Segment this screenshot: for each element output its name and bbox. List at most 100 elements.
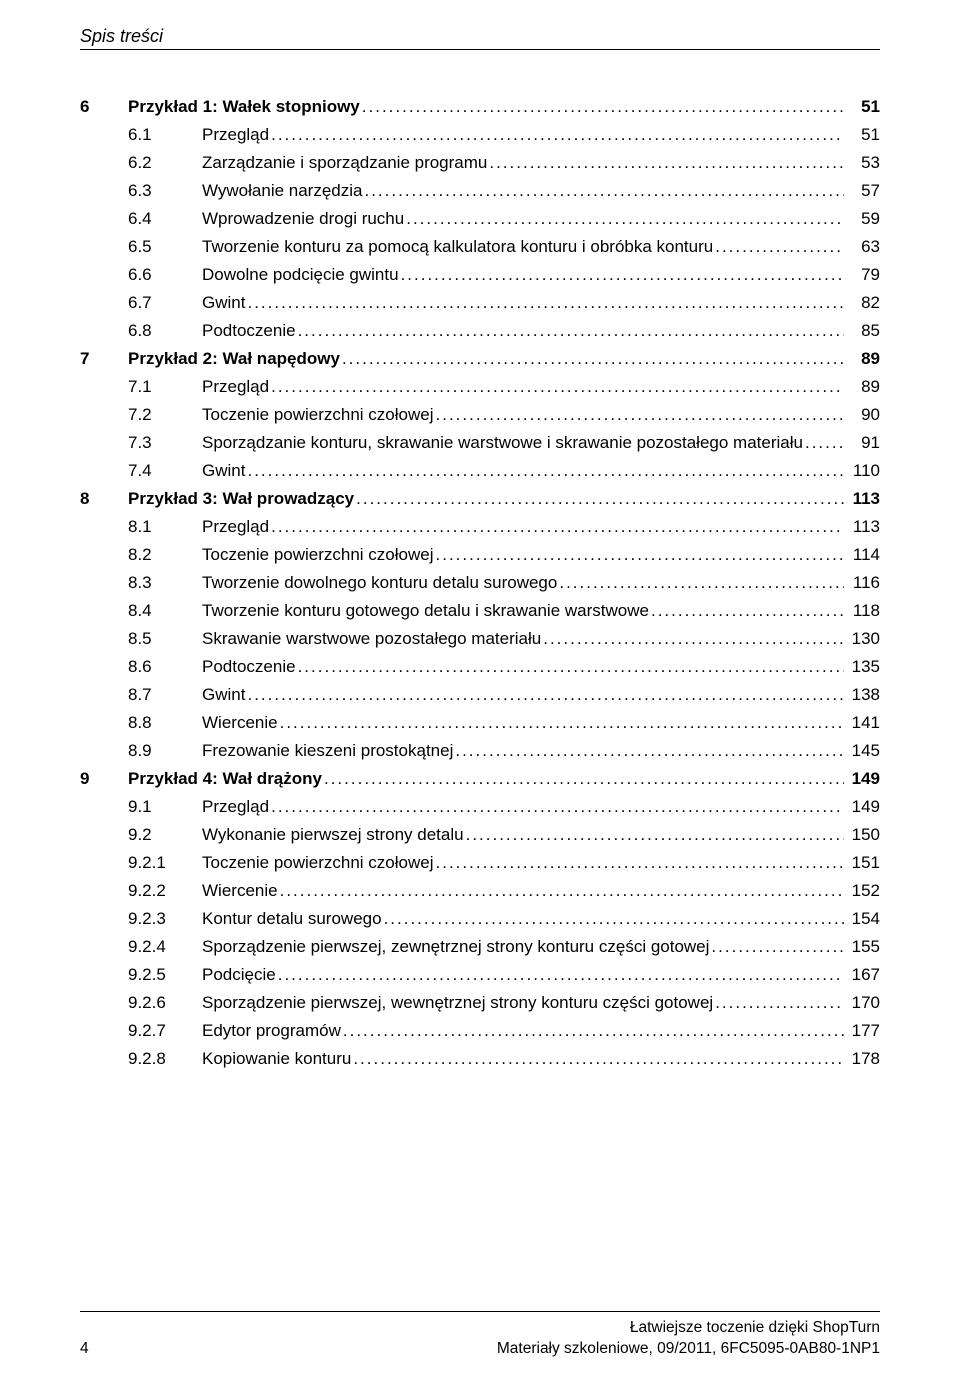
toc-entry: 9.1Przegląd 149 [80, 798, 880, 815]
toc-entry-title: Wiercenie [202, 882, 280, 899]
toc-entry-number: 6.8 [128, 322, 202, 339]
toc-entry-page: 155 [844, 938, 880, 955]
toc-entry-page: 89 [844, 378, 880, 395]
toc-entry: 6.5Tworzenie konturu za pomocą kalkulato… [80, 238, 880, 255]
toc-entry-page: 152 [844, 882, 880, 899]
toc-entry: 7.3Sporządzanie konturu, skrawanie warst… [80, 434, 880, 451]
toc-entry-page: 59 [844, 210, 880, 227]
toc-entry-number: 7.4 [128, 462, 202, 479]
toc-entry: 8.4Tworzenie konturu gotowego detalu i s… [80, 602, 880, 619]
toc-entry-leader [715, 994, 844, 1011]
toc-entry-title: Wiercenie [202, 714, 280, 731]
toc-entry-page: 82 [844, 294, 880, 311]
toc-entry: 8.1Przegląd113 [80, 518, 880, 535]
toc-entry: 7.1Przegląd89 [80, 378, 880, 395]
toc-entry-leader [298, 658, 844, 675]
toc-entry-page: 141 [844, 714, 880, 731]
toc-entry: 7Przykład 2: Wał napędowy89 [80, 350, 880, 367]
toc-entry-title: Tworzenie konturu za pomocą kalkulatora … [202, 238, 715, 255]
toc-entry: 9.2.2Wiercenie152 [80, 882, 880, 899]
toc-entry-title: Gwint [202, 686, 247, 703]
toc-entry: 8.3Tworzenie dowolnego konturu detalu su… [80, 574, 880, 591]
toc-entry-leader [342, 350, 844, 367]
toc-entry-title: Tworzenie konturu gotowego detalu i skra… [202, 602, 651, 619]
toc-entry-leader [651, 602, 844, 619]
toc-entry-number: 7.1 [128, 378, 202, 395]
toc-entry-leader [543, 630, 844, 647]
toc-entry-page: 145 [844, 742, 880, 759]
toc-entry: 8.8Wiercenie 141 [80, 714, 880, 731]
toc-entry-title: Zarządzanie i sporządzanie programu [202, 154, 489, 171]
toc-entry-title: Tworzenie dowolnego konturu detalu surow… [202, 574, 559, 591]
toc-entry-leader [278, 966, 844, 983]
toc-entry-page: 167 [844, 966, 880, 983]
toc-entry-number: 9.1 [128, 798, 202, 815]
toc-entry-page: 138 [844, 686, 880, 703]
footer-line2-right: Materiały szkoleniowe, 09/2011, 6FC5095-… [497, 1339, 880, 1360]
toc-entry-number: 6.1 [128, 126, 202, 143]
toc-entry-leader [362, 98, 844, 115]
toc-entry-leader [247, 462, 844, 479]
toc-entry-leader [466, 826, 844, 843]
toc-entry-leader [298, 322, 844, 339]
toc-entry-title: Przykład 4: Wał drążony [128, 770, 324, 787]
toc-entry-leader [364, 182, 844, 199]
toc-entry-page: 114 [844, 546, 880, 563]
toc-entry-number: 8.1 [128, 518, 202, 535]
toc-entry-number: 6.5 [128, 238, 202, 255]
header-rule [80, 49, 880, 50]
toc-entry: 7.2Toczenie powierzchni czołowej90 [80, 406, 880, 423]
toc-entry-number: 9.2.6 [128, 994, 202, 1011]
toc-entry-page: 149 [844, 798, 880, 815]
toc-entry-title: Przegląd [202, 126, 271, 143]
toc-entry-title: Wykonanie pierwszej strony detalu [202, 826, 466, 843]
toc-entry-page: 89 [844, 350, 880, 367]
toc-entry-leader [401, 266, 844, 283]
toc-entry: 6.1Przegląd 51 [80, 126, 880, 143]
toc-entry-title: Skrawanie warstwowe pozostałego materiał… [202, 630, 543, 647]
footer-line1-right: Łatwiejsze toczenie dzięki ShopTurn [630, 1318, 880, 1339]
toc-entry-leader [384, 910, 844, 927]
toc-entry-page: 150 [844, 826, 880, 843]
toc-entry-leader [436, 546, 844, 563]
toc-entry-number: 9.2.3 [128, 910, 202, 927]
toc-entry-title: Edytor programów [202, 1022, 343, 1039]
toc-entry: 6.7Gwint82 [80, 294, 880, 311]
footer-rule [80, 1311, 880, 1312]
toc-entry-number: 8.4 [128, 602, 202, 619]
toc-entry-title: Przegląd [202, 798, 271, 815]
toc-entry-leader [271, 378, 844, 395]
toc-entry-title: Sporządzanie konturu, skrawanie warstwow… [202, 434, 805, 451]
toc-entry-title: Przykład 3: Wał prowadzący [128, 490, 356, 507]
toc-entry-number: 8.8 [128, 714, 202, 731]
toc-entry-page: 130 [844, 630, 880, 647]
toc-entry-title: Toczenie powierzchni czołowej [202, 854, 436, 871]
toc-entry-number: 9.2.1 [128, 854, 202, 871]
toc-entry: 9.2Wykonanie pierwszej strony detalu150 [80, 826, 880, 843]
toc-entry-leader [271, 518, 844, 535]
toc-entry: 6.8Podtoczenie85 [80, 322, 880, 339]
toc-entry-page: 116 [844, 574, 880, 591]
toc-entry-number: 9.2.7 [128, 1022, 202, 1039]
toc-entry: 9.2.7Edytor programów 177 [80, 1022, 880, 1039]
toc-entry-page: 51 [844, 126, 880, 143]
toc-entry-leader [280, 714, 844, 731]
toc-entry-number: 8.7 [128, 686, 202, 703]
toc-entry-page: 154 [844, 910, 880, 927]
toc-entry-number: 6.7 [128, 294, 202, 311]
toc-entry-leader [489, 154, 844, 171]
toc-entry-page: 170 [844, 994, 880, 1011]
toc-entry-leader [280, 882, 844, 899]
toc-entry-page: 63 [844, 238, 880, 255]
toc-entry-page: 91 [844, 434, 880, 451]
toc-entry-leader [271, 798, 844, 815]
toc-entry: 8Przykład 3: Wał prowadzący113 [80, 490, 880, 507]
toc-entry-number: 7.2 [128, 406, 202, 423]
toc-entry-leader [353, 1050, 844, 1067]
toc-entry-number: 7 [80, 350, 128, 367]
toc-entry-page: 53 [844, 154, 880, 171]
page-footer: Łatwiejsze toczenie dzięki ShopTurn 4 Ma… [80, 1311, 880, 1360]
toc-entry-page: 113 [844, 490, 880, 507]
toc-entry-page: 177 [844, 1022, 880, 1039]
toc-entry-title: Sporządzenie pierwszej, zewnętrznej stro… [202, 938, 711, 955]
